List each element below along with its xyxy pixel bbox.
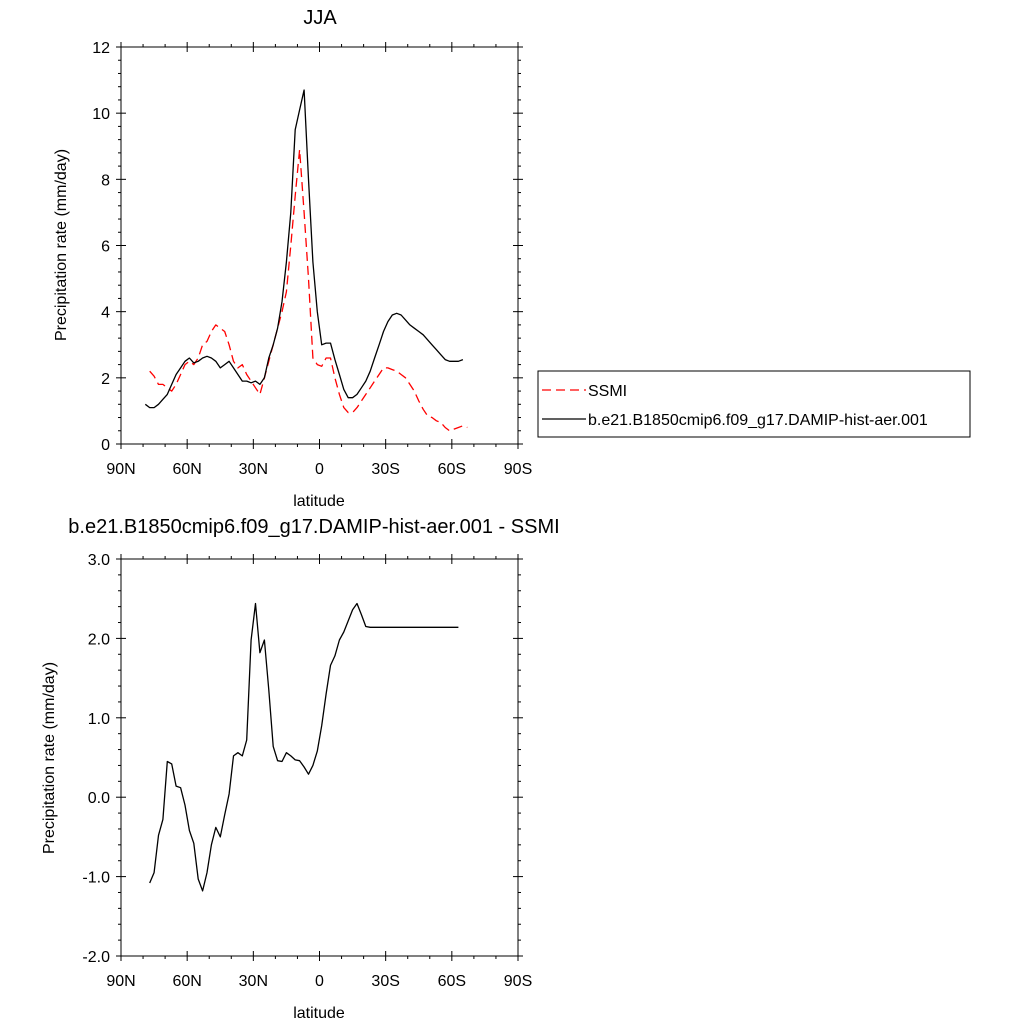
- y-tick-label: 0.0: [88, 790, 110, 807]
- x-tick-label: 0: [315, 973, 324, 990]
- y-tick-label: 4: [101, 305, 110, 322]
- plot-frame-top: [120, 46, 519, 445]
- y-tick-label: 8: [101, 172, 110, 189]
- chart-title-jja: JJA: [303, 7, 337, 29]
- y-tick-label: 6: [101, 239, 110, 256]
- y-axis-label-bottom: Precipitation rate (mm/day): [41, 662, 58, 854]
- y-tick-label: -1.0: [82, 870, 110, 887]
- x-tick-label: 60N: [172, 973, 201, 990]
- x-tick-label: 90N: [106, 973, 135, 990]
- x-tick-label: 90S: [504, 973, 532, 990]
- x-axis-label-bottom: latitude: [293, 1005, 345, 1022]
- y-tick-label: 12: [92, 40, 110, 57]
- x-tick-label: 60S: [438, 973, 466, 990]
- x-tick-label: 30N: [239, 461, 268, 478]
- series-group-top: [144, 89, 468, 432]
- chart-jja: JJA 0 2 4 6 8 10 12 90N 60N 30N 0 30S 60S 90S latitu…: [53, 7, 532, 510]
- y-tick-label: -2.0: [82, 949, 110, 966]
- series-line-diff-0: [149, 602, 459, 892]
- x-tick-label: 30N: [239, 973, 268, 990]
- y-tick-label: 0: [101, 437, 110, 454]
- x-tick-label: 90N: [106, 461, 135, 478]
- x-ticks-bottom: 90N 60N 30N 0 30S 60S 90S: [106, 554, 532, 990]
- x-tick-label: 60S: [438, 461, 466, 478]
- chart-title-difference: b.e21.B1850cmip6.f09_g17.DAMIP-hist-aer.…: [68, 516, 559, 538]
- series-line-ssmi: [149, 148, 468, 432]
- y-tick-label: 3.0: [88, 552, 110, 569]
- x-tick-label: 30S: [371, 973, 399, 990]
- x-tick-label: 60N: [172, 461, 201, 478]
- y-tick-label: 2.0: [88, 631, 110, 648]
- plot-frame-bottom: [120, 558, 519, 957]
- legend: SSMI b.e21.B1850cmip6.f09_g17.DAMIP-hist…: [537, 370, 971, 438]
- y-tick-label: 10: [92, 106, 110, 123]
- y-tick-label: 2: [101, 371, 110, 388]
- x-tick-label: 0: [315, 461, 324, 478]
- x-tick-label: 90S: [504, 461, 532, 478]
- y-ticks-top: 0 2 4 6 8 10 12: [92, 40, 523, 454]
- y-tick-label: 1.0: [88, 711, 110, 728]
- chart-difference: b.e21.B1850cmip6.f09_g17.DAMIP-hist-aer.…: [41, 516, 560, 1022]
- y-ticks-bottom: -2.0 -1.0 0.0 1.0 2.0 3.0: [82, 552, 523, 966]
- x-tick-label: 30S: [371, 461, 399, 478]
- legend-label-model: b.e21.B1850cmip6.f09_g17.DAMIP-hist-aer.…: [588, 412, 928, 429]
- x-ticks-top: 90N 60N 30N 0 30S 60S 90S: [106, 42, 532, 478]
- series-group-bottom: [149, 602, 459, 892]
- legend-box: [537, 370, 971, 438]
- x-axis-label-top: latitude: [293, 493, 345, 510]
- legend-label-ssmi: SSMI: [588, 383, 627, 400]
- y-axis-label-top: Precipitation rate (mm/day): [53, 149, 70, 341]
- series-line-b-e21-b1850cmip6-f09-g17-damip-hist-aer-001: [144, 89, 464, 409]
